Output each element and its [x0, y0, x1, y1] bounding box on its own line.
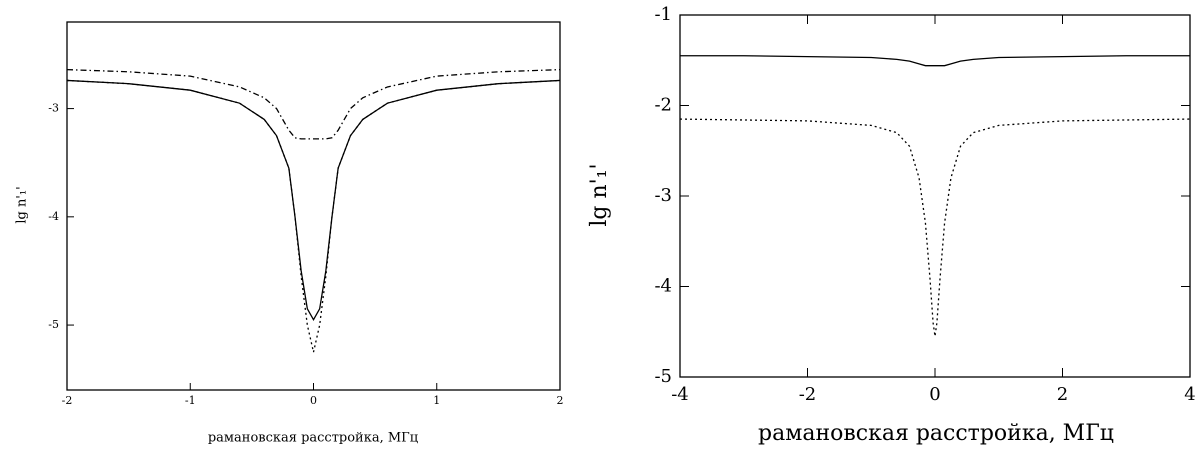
x-axis-label: рамановская расстройка, МГц: [208, 431, 418, 446]
y-tick-label: -3: [48, 102, 59, 115]
y-axis-label: lg n'₁': [587, 163, 612, 226]
series-line: [66, 68, 561, 140]
x-tick-label: 2: [557, 394, 564, 407]
series-line: [66, 79, 561, 353]
y-tick-label: -4: [48, 210, 59, 223]
y-tick-label: -2: [654, 95, 672, 116]
series-line: [66, 79, 561, 321]
y-tick-label: -5: [48, 318, 59, 331]
x-tick-label: 0: [929, 384, 940, 405]
x-tick-label: -2: [62, 394, 73, 407]
x-tick-label: -4: [671, 384, 689, 405]
plot-frame: [679, 14, 1191, 378]
series-line: [679, 118, 1191, 337]
y-axis-label: lg n'₁': [15, 186, 30, 223]
y-tick-label: -5: [654, 366, 672, 387]
x-tick-label: 2: [1057, 384, 1068, 405]
plot-frame: [66, 21, 561, 391]
x-tick-label: 0: [310, 394, 317, 407]
x-tick-label: 1: [433, 394, 440, 407]
x-axis-label: рамановская расстройка, МГц: [758, 421, 1114, 446]
y-tick-label: -1: [654, 4, 672, 25]
series-line: [680, 55, 1190, 67]
y-tick-label: -3: [654, 185, 672, 206]
x-tick-label: -1: [185, 394, 196, 407]
x-tick-label: -2: [799, 384, 817, 405]
x-tick-label: 4: [1184, 384, 1195, 405]
y-tick-label: -4: [654, 276, 672, 297]
